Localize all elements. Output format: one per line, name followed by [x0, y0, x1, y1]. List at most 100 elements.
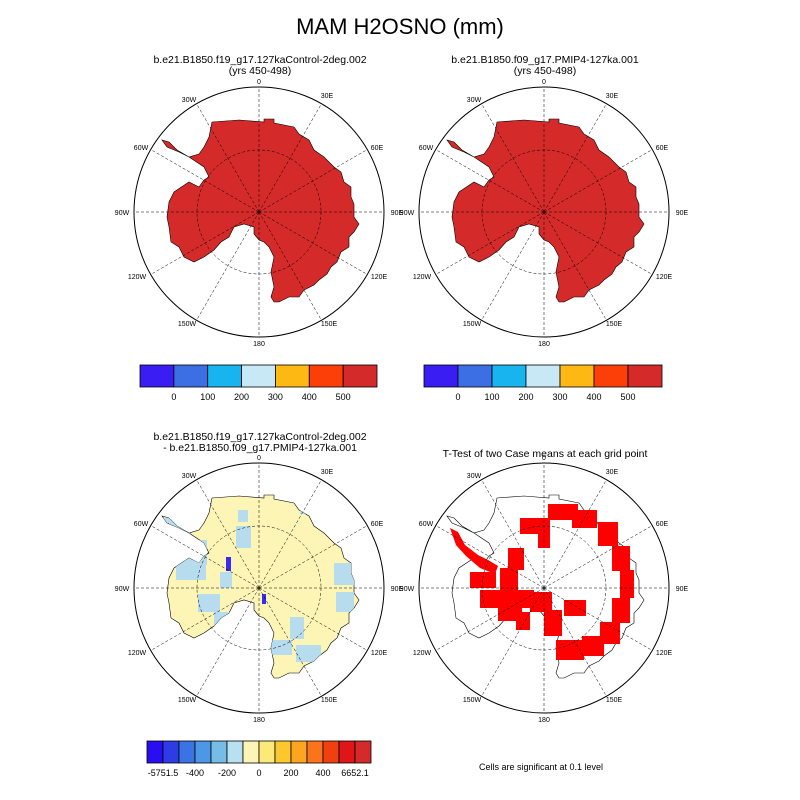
- colorbar-1-tick-label: 200: [234, 392, 249, 402]
- colorbar-2-tick-label: 500: [620, 392, 635, 402]
- map-4-significant-cells: [450, 504, 634, 660]
- map-3-label-60e: 60E: [371, 521, 384, 528]
- map-1-graticule: [134, 87, 384, 337]
- map-4-label-120w: 120W: [413, 650, 432, 657]
- colorbar-diff-swatch: [178, 740, 196, 764]
- colorbar-1-swatch: [342, 364, 378, 388]
- colorbar-2-tick-label: 200: [518, 392, 533, 402]
- map-4-label-90e: 90E: [676, 586, 689, 593]
- colorbar-2-swatch: [423, 364, 459, 388]
- colorbar-diff-tick-label: 0: [256, 768, 261, 778]
- colorbar-diff-swatch: [210, 740, 228, 764]
- map-2-label-30w: 30W: [467, 97, 482, 104]
- map-4-label-150e: 150E: [606, 697, 623, 704]
- colorbar-diff-swatch: [306, 740, 324, 764]
- map-4-label-0: 0: [542, 455, 546, 462]
- map-3-label-60w: 60W: [134, 521, 149, 528]
- colorbar-diff-swatch: [274, 740, 292, 764]
- map-1-label-180: 180: [253, 341, 265, 348]
- colorbar-1-swatch: [139, 364, 175, 388]
- colorbar-diff-swatch: [354, 740, 372, 764]
- map-4-label-60w: 60W: [419, 521, 434, 528]
- colorbar-diff-tick-label: -5751.5: [148, 768, 179, 778]
- map-1-label-120e: 120E: [371, 274, 388, 281]
- colorbar-diff-swatch: [226, 740, 244, 764]
- colorbar-diff-swatch: [242, 740, 260, 764]
- colorbar-diff-tick-label: 400: [315, 768, 330, 778]
- map-3-field: [161, 494, 360, 679]
- map-1-label-120w: 120W: [128, 274, 147, 281]
- map-panel-4: 0 30E 60E 90E 120E 150E 180 150W 120W 90…: [400, 455, 689, 724]
- map-3-label-90e: 90E: [391, 586, 404, 593]
- map-4-boundary: [418, 462, 670, 714]
- colorbar-diff-swatch: [322, 740, 340, 764]
- colorbar-1-swatch: [308, 364, 344, 388]
- panel-3-title: b.e21.B1850.f19_g17.127kaControl-2deg.00…: [110, 432, 410, 454]
- map-1-label-150w: 150W: [178, 321, 197, 328]
- panel-4-title: T-Test of two Case means at each grid po…: [395, 449, 695, 460]
- map-2-label-60e: 60E: [656, 145, 669, 152]
- colorbar-diff-swatch: [146, 740, 164, 764]
- map-3-labels: 0 30E 60E 90E 120E 150E 180 150W 120W 90…: [115, 455, 404, 724]
- colorbar-1-swatch: [241, 364, 276, 388]
- map-4-label-30w: 30W: [467, 473, 482, 480]
- map-2-label-90w: 90W: [400, 210, 415, 217]
- panel-2-title: b.e21.B1850.f09_g17.PMIP4-127ka.001 (yrs…: [395, 55, 695, 77]
- colorbar-1-tick-label: 400: [302, 392, 317, 402]
- significance-footnote: Cells are significant at 0.1 level: [479, 762, 603, 772]
- map-4-label-90w: 90W: [400, 586, 415, 593]
- map-3-label-30w: 30W: [182, 473, 197, 480]
- map-1-label-90w: 90W: [115, 210, 130, 217]
- map-panel-1: 0 30E 60E 90E 120E 150E 180 150W 120W 90…: [115, 79, 404, 348]
- panel-2-title-line1: b.e21.B1850.f09_g17.PMIP4-127ka.001: [451, 54, 639, 66]
- map-2-graticule: [419, 87, 669, 337]
- colorbar-2-swatch: [627, 364, 663, 388]
- figure-title: MAM H2OSNO (mm): [296, 14, 504, 39]
- map-2-label-150e: 150E: [606, 321, 623, 328]
- map-1-boundary: [133, 86, 385, 338]
- map-4-label-60e: 60E: [656, 521, 669, 528]
- map-3-boundary: [133, 462, 385, 714]
- colorbar-2-tick-label: 100: [484, 392, 499, 402]
- map-1-label-30w: 30W: [182, 97, 197, 104]
- panel-1-title: b.e21.B1850.f19_g17.127kaControl-2deg.00…: [110, 55, 410, 77]
- map-3-label-30e: 30E: [321, 469, 334, 476]
- colorbar-diff-swatch: [162, 740, 180, 764]
- map-2-field: [446, 118, 645, 303]
- colorbar-2: 0 100 200 300 400 500: [423, 364, 663, 402]
- map-2-label-120w: 120W: [413, 274, 432, 281]
- colorbar-2-tick-label: 0: [455, 392, 460, 402]
- colorbar-2-swatch: [525, 364, 561, 388]
- colorbar-diff-swatch: [258, 740, 276, 764]
- map-3-label-90w: 90W: [115, 586, 130, 593]
- map-1-field: [161, 118, 360, 303]
- colorbar-diff-tick-label: 6652.1: [341, 768, 369, 778]
- map-2-label-90e: 90E: [676, 210, 689, 217]
- panel-3-title-line2: - b.e21.B1850.f09_g17.PMIP4-127ka.001: [163, 442, 357, 454]
- colorbar-diff-tick-label: -400: [186, 768, 204, 778]
- map-1-label-60e: 60E: [371, 145, 384, 152]
- map-4-graticule: [419, 463, 669, 713]
- colorbar-diff-swatch: [290, 740, 308, 764]
- panel-3-title-line1: b.e21.B1850.f19_g17.127kaControl-2deg.00…: [153, 431, 367, 443]
- colorbar-2-swatch: [593, 364, 629, 388]
- colorbar-diff-tick-label: -200: [218, 768, 236, 778]
- map-4-labels: 0 30E 60E 90E 120E 150E 180 150W 120W 90…: [400, 455, 689, 724]
- panel-1-title-line1: b.e21.B1850.f19_g17.127kaControl-2deg.00…: [153, 54, 367, 66]
- colorbar-1-tick-label: 300: [268, 392, 283, 402]
- map-4-label-150w: 150W: [463, 697, 482, 704]
- map-3-graticule: [134, 463, 384, 713]
- map-2-label-60w: 60W: [419, 145, 434, 152]
- colorbar-1-swatch: [207, 364, 242, 388]
- colorbar-1-tick-label: 0: [171, 392, 176, 402]
- colorbar-1-tick-label: 100: [200, 392, 215, 402]
- map-1-labels: 0 30E 60E 90E 120E 150E 180 150W 120W 90…: [115, 79, 404, 348]
- map-2-boundary: [418, 86, 670, 338]
- colorbar-diff-tick-label: 200: [283, 768, 298, 778]
- map-3-label-120w: 120W: [128, 650, 147, 657]
- map-2-label-30e: 30E: [606, 93, 619, 100]
- colorbar-2-tick-label: 300: [552, 392, 567, 402]
- map-3-label-120e: 120E: [371, 650, 388, 657]
- colorbar-1-tick-label: 500: [336, 392, 351, 402]
- map-4-label-180: 180: [538, 717, 550, 724]
